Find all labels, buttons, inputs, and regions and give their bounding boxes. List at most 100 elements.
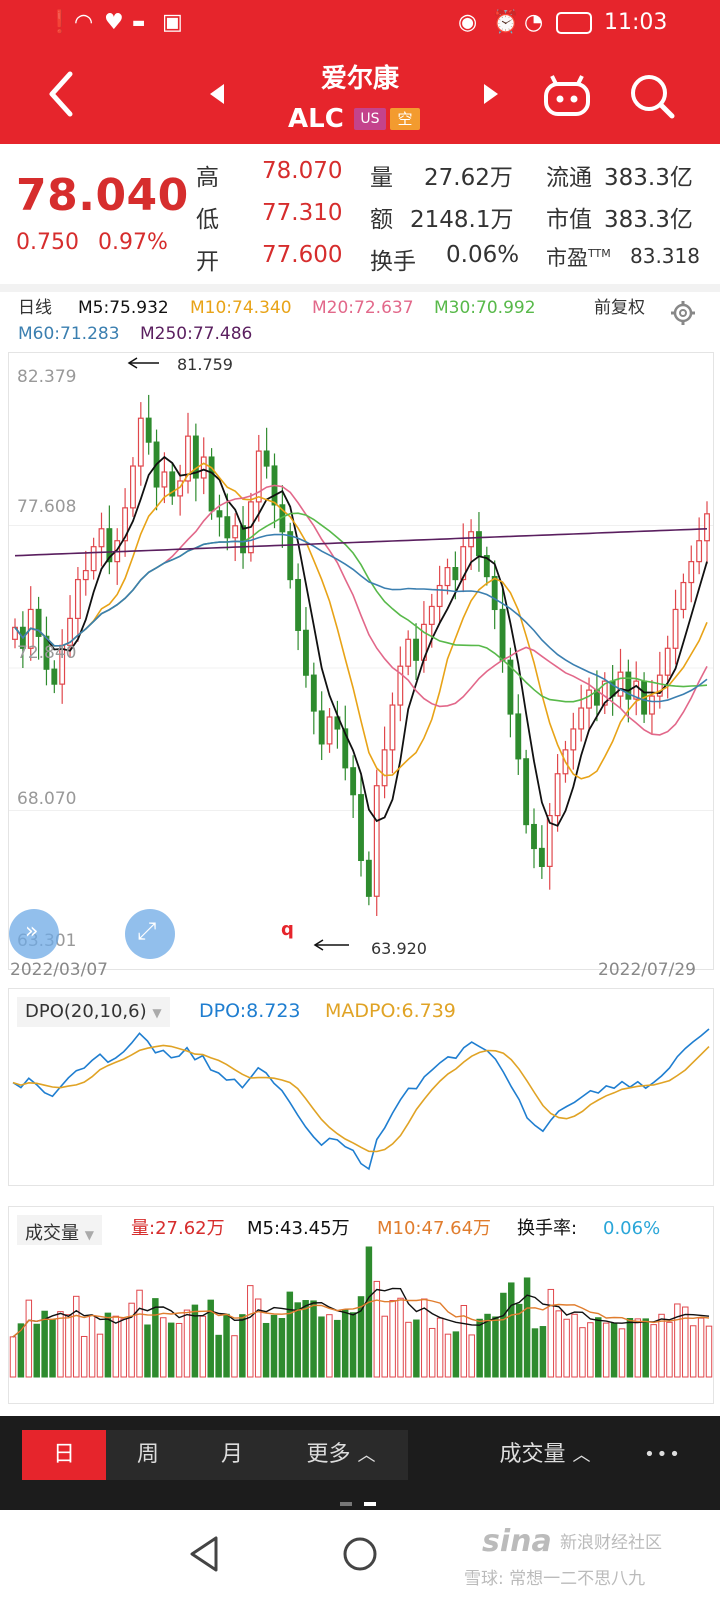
candle-body [255, 450, 262, 503]
candle-body [137, 417, 144, 467]
volume-selector[interactable]: 成交量 ▼ [17, 1215, 102, 1245]
chevron-up-icon: ︿ [357, 1445, 376, 1466]
system-nav-bar: sina 新浪财经社区 雪球: 常想一二不思八九 [0, 1510, 720, 1600]
volume-bar [381, 1315, 388, 1378]
volume-bar [302, 1300, 309, 1378]
back-icon[interactable] [44, 68, 80, 120]
candle-body [460, 546, 467, 581]
volume-bar [73, 1295, 80, 1378]
volume-bar [579, 1327, 586, 1378]
candle-body [185, 435, 191, 482]
volume-bar [697, 1317, 705, 1378]
pe-value: 83.318 [630, 244, 700, 268]
volume-value: 27.62万 [424, 165, 513, 191]
volume-bar [183, 1309, 191, 1378]
candle-body [476, 531, 482, 557]
tab-day[interactable]: 日 [22, 1430, 106, 1480]
candle-body [664, 647, 671, 676]
volume-bar [389, 1300, 396, 1378]
volume-bar [587, 1322, 594, 1378]
candle-body [397, 665, 404, 706]
volume-bar [626, 1318, 634, 1378]
high-value: 78.070 [262, 158, 343, 184]
candle-body [208, 456, 215, 512]
volume-bar [128, 1302, 135, 1378]
volume-bar [262, 1322, 270, 1378]
collapse-button[interactable] [9, 909, 59, 959]
more-menu-icon[interactable]: ••• [644, 1444, 682, 1465]
robot-icon[interactable] [542, 74, 592, 118]
volume-bar [634, 1318, 642, 1378]
volume-label: 量 [370, 165, 393, 191]
volume-bar [270, 1314, 278, 1378]
sina-logo: sina [482, 1524, 552, 1559]
volume-bar [571, 1313, 578, 1378]
volume-m5-line [12, 1287, 710, 1338]
y-axis-top: 82.379 [17, 367, 77, 387]
candle-body [499, 608, 506, 661]
search-icon[interactable] [628, 72, 676, 120]
tab-more[interactable]: 更多 ︿ [274, 1430, 408, 1480]
candle-body [656, 674, 663, 697]
volume-bar [682, 1306, 689, 1378]
madpo-value: MADPO:6.739 [325, 1000, 456, 1022]
indicator-selector[interactable]: 成交量 ︿ [470, 1430, 620, 1480]
volume-bar [239, 1314, 246, 1378]
volume-bar [17, 1323, 25, 1378]
candle-body [90, 546, 97, 572]
volume-bar [547, 1288, 555, 1378]
volume-bar [373, 1280, 381, 1378]
dropdown-icon: ▼ [152, 1006, 162, 1020]
candle-body [546, 814, 553, 867]
candle-body [452, 567, 459, 581]
prev-stock-icon[interactable] [206, 82, 230, 106]
period-label: 日线 [18, 298, 52, 318]
madpo-line [12, 1044, 710, 1153]
ma10-line [14, 462, 708, 780]
turnover-value: 0.06% [446, 242, 520, 268]
volume-bar [25, 1299, 33, 1378]
adjust-label[interactable]: 前复权 [594, 298, 645, 318]
volume-bar [57, 1311, 64, 1378]
volume-bar [96, 1333, 104, 1378]
nav-home-icon[interactable] [340, 1534, 380, 1574]
kline-chart[interactable]: 82.379 77.608 72.840 68.070 63.301 81.75… [8, 352, 714, 970]
q-marker-icon: q [281, 919, 294, 940]
next-stock-icon[interactable] [478, 82, 502, 106]
volume-bar [191, 1304, 199, 1378]
volume-chart[interactable]: 成交量 ▼ 量:27.62万 M5:43.45万 M10:47.64万 换手率:… [8, 1206, 714, 1404]
page-dot [340, 1502, 352, 1506]
volume-bar [278, 1318, 286, 1378]
nav-back-icon[interactable] [186, 1534, 222, 1574]
price-change-pct: 0.97% [98, 230, 168, 255]
volume-bar [492, 1316, 499, 1378]
settings-gear-icon[interactable] [670, 300, 696, 326]
ma5-label: M5:75.932 [78, 298, 169, 318]
volume-bar [515, 1303, 523, 1378]
alert-icon: ❗ [46, 10, 74, 35]
candle-body [216, 510, 223, 518]
volume-bar [405, 1321, 412, 1378]
indicator-label: 成交量 [499, 1442, 566, 1467]
volume-bar [341, 1309, 349, 1378]
volume-bar [294, 1302, 301, 1378]
candle-body [82, 569, 89, 581]
fullscreen-button[interactable] [125, 909, 175, 959]
ma30-label: M30:70.992 [434, 298, 536, 318]
float-cap-value: 383.3亿 [604, 165, 693, 191]
ma250-label: M250:77.486 [140, 324, 253, 344]
double-chevron-icon: » [25, 919, 39, 944]
tab-month[interactable]: 月 [190, 1430, 274, 1480]
candle-body [507, 659, 514, 715]
volume-bar [199, 1315, 207, 1378]
candle-body [192, 435, 199, 479]
dpo-selector[interactable]: DPO(20,10,6) ▼ [17, 997, 170, 1027]
dpo-chart[interactable]: DPO(20,10,6) ▼ DPO:8.723 MADPO:6.739 [8, 988, 714, 1186]
wifi-icon: ◠ [74, 10, 94, 35]
volume-bar [152, 1298, 159, 1378]
tab-week[interactable]: 周 [106, 1430, 190, 1480]
volume-bar [231, 1335, 238, 1378]
volume-bar [610, 1322, 618, 1378]
candle-body [295, 578, 302, 631]
volume-bar [104, 1312, 112, 1378]
